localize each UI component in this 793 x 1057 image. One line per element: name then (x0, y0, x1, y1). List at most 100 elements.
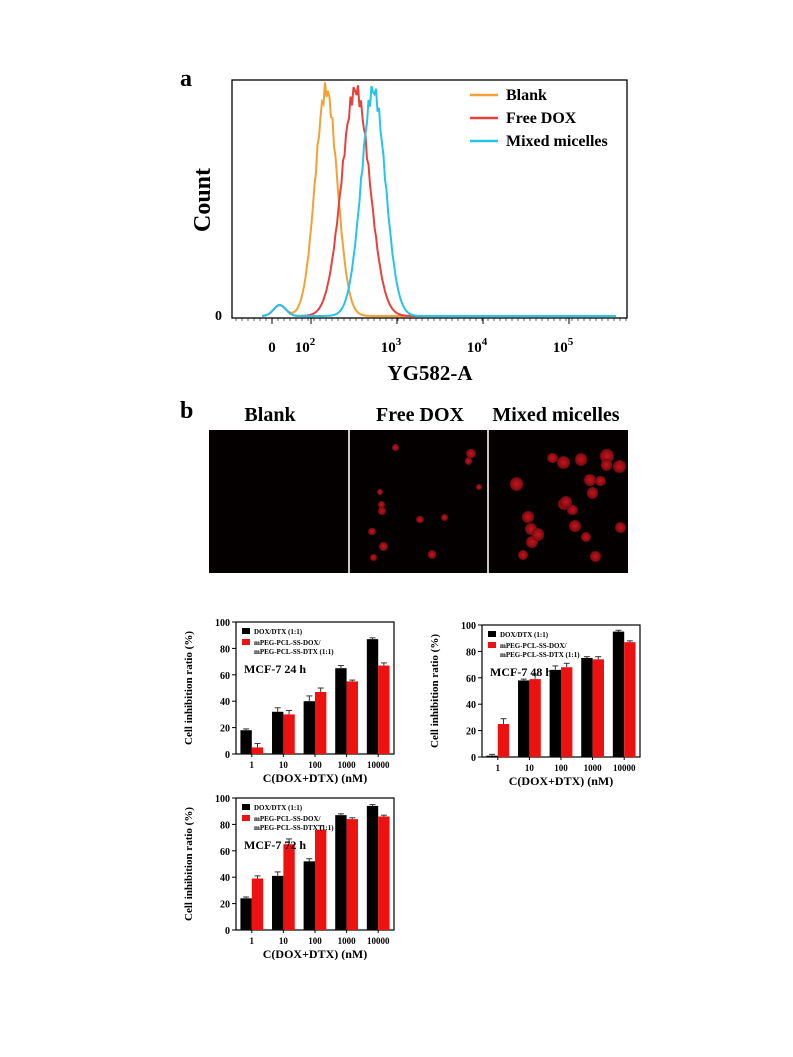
caption-free-dox: Free DOX (376, 404, 464, 426)
bar-y-tick-label: 60 (220, 671, 230, 682)
bar (240, 730, 252, 754)
bar (549, 669, 561, 757)
flow-y-zero-label: 0 (215, 309, 222, 324)
fluorescent-cell (547, 453, 558, 464)
bar-x-tick-label: 100 (554, 763, 568, 773)
fluorescent-cell (521, 511, 534, 524)
fluorescent-cell (583, 473, 597, 487)
bar-y-tick-label: 20 (220, 724, 230, 735)
bar (283, 844, 295, 930)
bar-annotation: MCF-7 48 h (490, 665, 552, 679)
fluorescent-cell (475, 484, 482, 491)
flow-legend-label: Free DOX (506, 110, 577, 127)
fluorescent-cell (376, 488, 384, 496)
bar (518, 680, 530, 757)
bar-x-tick-label: 10 (525, 763, 535, 773)
flow-cytometry-chart: 0 102 103 104 105 0 Count YG582-A Blank Free … (190, 79, 628, 385)
bar (529, 679, 541, 757)
bar (497, 724, 510, 757)
fluorescent-cell (586, 487, 599, 499)
bar-y-tick-label: 0 (225, 750, 230, 761)
flow-ylabel: Count (190, 168, 216, 232)
flow-x-tick-label: 105 (553, 336, 574, 356)
bar-x-tick-label: 10 (279, 936, 289, 946)
mixed-micelles-fluorescence-image (489, 430, 628, 573)
fluorescent-cell (464, 456, 473, 465)
bar (303, 861, 315, 930)
fluorescent-cell (568, 520, 582, 533)
bar-x-tick-label: 1 (250, 760, 255, 770)
bar-x-tick-label: 1000 (584, 763, 603, 773)
fluorescent-cell (567, 504, 579, 516)
flow-legend: Blank Free DOX Mixed micelles (470, 87, 608, 150)
bar (272, 875, 284, 930)
bar-x-tick-label: 10000 (367, 760, 390, 770)
image-divider (487, 430, 489, 573)
bar (346, 819, 358, 930)
fluorescent-cell (532, 528, 545, 541)
legend-label: DOX/DTX (1:1) (500, 631, 549, 639)
bar (251, 878, 264, 930)
fluorescent-cell (589, 550, 601, 562)
flow-x-tick-label: 0 (268, 340, 276, 356)
fluorescent-cell (574, 453, 588, 466)
legend-swatch-red (242, 639, 250, 645)
panel-b-letter: b (180, 398, 194, 424)
bar-y-tick-label: 80 (466, 647, 476, 658)
bar-x-tick-label: 1000 (338, 936, 357, 946)
bar-y-tick-label: 0 (471, 753, 476, 764)
legend-swatch-black (488, 631, 496, 637)
bar-y-tick-label: 20 (220, 900, 230, 911)
bar-x-tick-label: 10000 (367, 936, 390, 946)
fluorescent-cell (559, 495, 572, 508)
bar (315, 829, 327, 930)
legend-label: mPEG-PCL-SS-DOX/ (254, 639, 322, 647)
bar-annotation: MCF-7 24 h (244, 662, 306, 676)
bar-annotation: MCF-7 72 h (244, 838, 306, 852)
bar-x-tick-label: 1000 (338, 760, 357, 770)
fluorescent-cell (370, 554, 378, 562)
bar-ylabel: Cell inhibition ratio (%) (429, 634, 441, 748)
bar-y-tick-label: 100 (215, 618, 230, 629)
fluorescent-cell (556, 455, 571, 470)
bar-y-tick-label: 80 (220, 820, 230, 831)
bar (240, 898, 252, 930)
bar (272, 711, 284, 754)
bar-x-tick-label: 1 (496, 763, 501, 773)
flow-plot-frame (231, 79, 628, 319)
legend-swatch-black (242, 628, 250, 634)
bar-y-tick-label: 0 (225, 926, 230, 937)
bar-x-tick-label: 100 (308, 936, 322, 946)
bar-ylabel: Cell inhibition ratio (%) (183, 631, 195, 745)
bar-xlabel: C(DOX+DTX) (nM) (263, 771, 368, 784)
legend-swatch-red (242, 815, 250, 821)
bar (366, 805, 379, 930)
legend-swatch-red (488, 642, 496, 648)
bar-y-tick-label: 40 (220, 873, 230, 884)
fluorescent-cell (392, 443, 400, 451)
flow-legend-label: Blank (506, 87, 547, 104)
flow-curve-2 (261, 85, 616, 317)
bar-y-tick-label: 60 (466, 674, 476, 685)
caption-mixed-micelles: Mixed micelles (492, 404, 620, 426)
free-dox-fluorescence-image (350, 430, 487, 573)
legend-label: mPEG-PCL-SS-DTX (1:1) (254, 648, 334, 656)
legend-label: mPEG-PCL-SS-DTX (1:1) (500, 651, 580, 659)
bar-xlabel: C(DOX+DTX) (nM) (509, 774, 614, 787)
bar (303, 701, 315, 754)
fluorescent-cell (510, 477, 524, 491)
bar-y-tick-label: 40 (220, 697, 230, 708)
legend-label: mPEG-PCL-SS-DOX/ (254, 815, 322, 823)
bar (346, 681, 358, 754)
legend-label: DOX/DTX (1:1) (254, 804, 303, 812)
bar (366, 639, 379, 754)
panel-a-letter: a (180, 66, 192, 92)
bar (486, 755, 498, 757)
bar (378, 816, 390, 930)
flow-xlabel: YG582-A (387, 361, 473, 385)
fluorescent-cell (595, 475, 607, 487)
bar-x-tick-label: 1 (250, 936, 255, 946)
flow-curves (261, 82, 616, 317)
bar (315, 691, 327, 754)
